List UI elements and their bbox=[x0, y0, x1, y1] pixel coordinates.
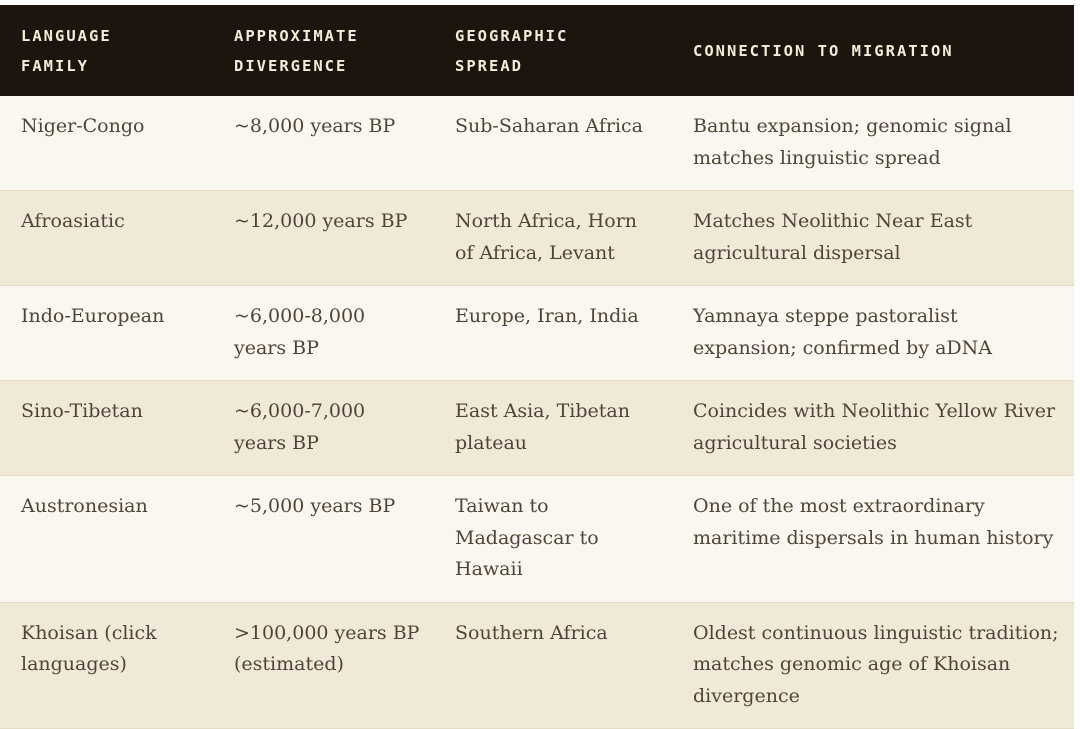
header-connection-to-migration: CONNECTION TO MIGRATION bbox=[672, 5, 1074, 96]
cell-divergence: ~6,000-8,000 years BP bbox=[213, 285, 434, 381]
table-row: Niger-Congo ~8,000 years BP Sub-Saharan … bbox=[0, 96, 1074, 191]
cell-divergence: ~8,000 years BP bbox=[213, 96, 434, 191]
cell-geographic-spread: Sub-Saharan Africa bbox=[434, 96, 672, 191]
header-language-family: LANGUAGE FAMILY bbox=[0, 5, 213, 96]
cell-divergence: ~5,000 years BP bbox=[213, 475, 434, 603]
cell-connection: Matches Neolithic Near East agricultural… bbox=[672, 190, 1074, 286]
cell-divergence: >100,000 years BP (estimated) bbox=[213, 602, 434, 729]
header-label-line: GEOGRAPHIC bbox=[455, 26, 569, 45]
cell-language-family: Niger-Congo bbox=[0, 96, 213, 191]
header-label-line: DIVERGENCE bbox=[234, 56, 348, 75]
table-row: Khoisan (click languages) >100,000 years… bbox=[0, 602, 1074, 729]
data-table: LANGUAGE FAMILY APPROXIMATE DIVERGENCE G… bbox=[0, 5, 1074, 729]
cell-geographic-spread: Europe, Iran, India bbox=[434, 285, 672, 381]
header-approximate-divergence: APPROXIMATE DIVERGENCE bbox=[213, 5, 434, 96]
table-row: Indo-European ~6,000-8,000 years BP Euro… bbox=[0, 285, 1074, 381]
cell-divergence: ~6,000-7,000 years BP bbox=[213, 380, 434, 476]
cell-connection: Bantu expansion; genomic signal matches … bbox=[672, 96, 1074, 191]
cell-language-family: Sino-Tibetan bbox=[0, 380, 213, 476]
cell-geographic-spread: North Africa, Horn of Africa, Levant bbox=[434, 190, 672, 286]
header-row: LANGUAGE FAMILY APPROXIMATE DIVERGENCE G… bbox=[0, 5, 1074, 96]
header-label-line: CONNECTION TO MIGRATION bbox=[693, 41, 954, 60]
cell-divergence: ~12,000 years BP bbox=[213, 190, 434, 286]
cell-connection: Yamnaya steppe pastoralist expansion; co… bbox=[672, 285, 1074, 381]
table-row: Afroasiatic ~12,000 years BP North Afric… bbox=[0, 190, 1074, 286]
table-row: Austronesian ~5,000 years BP Taiwan to M… bbox=[0, 475, 1074, 603]
cell-geographic-spread: Southern Africa bbox=[434, 602, 672, 729]
header-label-line: APPROXIMATE bbox=[234, 26, 359, 45]
cell-language-family: Indo-European bbox=[0, 285, 213, 381]
cell-geographic-spread: East Asia, Tibetan plateau bbox=[434, 380, 672, 476]
cell-connection: One of the most extraordinary maritime d… bbox=[672, 475, 1074, 603]
cell-connection: Oldest continuous linguistic tradition; … bbox=[672, 602, 1074, 729]
header-label-line: SPREAD bbox=[455, 56, 523, 75]
header-label-line: FAMILY bbox=[21, 56, 89, 75]
header-geographic-spread: GEOGRAPHIC SPREAD bbox=[434, 5, 672, 96]
table-header: LANGUAGE FAMILY APPROXIMATE DIVERGENCE G… bbox=[0, 5, 1074, 96]
language-family-table: LANGUAGE FAMILY APPROXIMATE DIVERGENCE G… bbox=[0, 5, 1074, 729]
cell-language-family: Khoisan (click languages) bbox=[0, 602, 213, 729]
cell-connection: Coincides with Neolithic Yellow River ag… bbox=[672, 380, 1074, 476]
cell-language-family: Afroasiatic bbox=[0, 190, 213, 286]
header-label-line: LANGUAGE bbox=[21, 26, 112, 45]
cell-language-family: Austronesian bbox=[0, 475, 213, 603]
table-row: Sino-Tibetan ~6,000-7,000 years BP East … bbox=[0, 380, 1074, 476]
table-body: Niger-Congo ~8,000 years BP Sub-Saharan … bbox=[0, 96, 1074, 729]
cell-geographic-spread: Taiwan to Madagascar to Hawaii bbox=[434, 475, 672, 603]
